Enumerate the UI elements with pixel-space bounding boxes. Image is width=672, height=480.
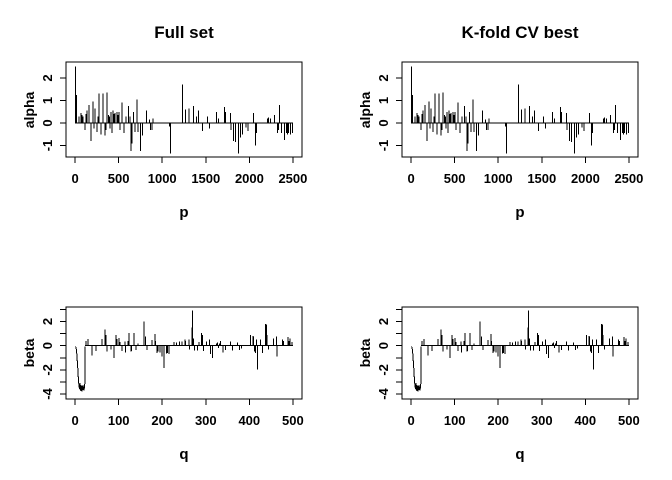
plot-title: K-fold CV best	[461, 23, 579, 42]
x-tick-label: 500	[618, 413, 640, 428]
x-tick-label: 200	[487, 413, 509, 428]
y-tick-label: 0	[40, 119, 55, 126]
y-tick-label: 2	[376, 318, 391, 325]
plot-area: 0 100 200 300 400 500 -4 -2 0 2	[40, 306, 304, 428]
plot-area: 0 500 1000 1500 2000 2500 -1 0 1 2	[40, 61, 307, 186]
plot-lines	[396, 61, 639, 163]
x-tick-label: 1500	[527, 171, 556, 186]
x-tick-label: 500	[282, 413, 304, 428]
x-tick-label: 0	[71, 171, 78, 186]
plot-area: 0 100 200 300 400 500 -4 -2 0 2	[376, 306, 640, 428]
y-tick-label: 2	[40, 74, 55, 81]
x-tick-label: 0	[407, 413, 414, 428]
x-tick-label: 400	[574, 413, 596, 428]
x-tick-label: 400	[238, 413, 260, 428]
y-tick-label: 2	[40, 318, 55, 325]
panel-kfold-cv-alpha: K-fold CV best alpha 0 500 1000 1500 2000 250…	[336, 0, 672, 240]
x-axis-label: q	[515, 446, 525, 463]
x-tick-label: 300	[195, 413, 217, 428]
y-tick-label: -2	[40, 364, 55, 376]
x-tick-label: 2500	[614, 171, 643, 186]
y-tick-label: -4	[376, 387, 391, 399]
y-tick-label: 0	[40, 342, 55, 349]
y-tick-label: -1	[376, 140, 391, 152]
y-tick-label: 1	[40, 97, 55, 104]
y-tick-label: -1	[40, 140, 55, 152]
y-tick-label: 0	[376, 342, 391, 349]
plot-text: 0 100 200 300 400 500 -4 -2 0 2	[40, 318, 304, 428]
panel-kfold-cv-beta: beta 0 100 200 300 400 500 -4 -2 0 2 q	[336, 240, 672, 480]
x-tick-label: 100	[108, 413, 130, 428]
x-tick-label: 200	[151, 413, 173, 428]
panel-full-set-alpha: Full set alpha 0 500 1000 1500 2000 2500 -1 0 1 2…	[0, 0, 336, 240]
x-tick-label: 0	[71, 413, 78, 428]
plot-lines	[60, 306, 303, 405]
plot-lines	[396, 306, 639, 405]
x-tick-label: 2000	[235, 171, 264, 186]
plot-title: Full set	[154, 23, 214, 42]
plot-text: 0 500 1000 1500 2000 2500 -1 0 1 2	[376, 74, 643, 186]
lead-path	[75, 346, 86, 392]
x-tick-label: 1500	[191, 171, 220, 186]
x-axis-label: q	[179, 446, 189, 463]
y-tick-label: 1	[376, 97, 391, 104]
x-tick-label: 2500	[278, 171, 307, 186]
x-tick-label: 500	[444, 171, 466, 186]
panel-full-set-beta: beta 0 100 200 300 400 500 -4 -2 0 2 q	[0, 240, 336, 480]
y-tick-label: 2	[376, 74, 391, 81]
x-tick-label: 100	[444, 413, 466, 428]
x-tick-label: 1000	[148, 171, 177, 186]
x-tick-label: 500	[108, 171, 130, 186]
lead-path	[411, 346, 422, 392]
plot-text: 0 500 1000 1500 2000 2500 -1 0 1 2	[40, 74, 307, 186]
y-tick-label: 0	[376, 119, 391, 126]
x-axis-label: p	[179, 204, 189, 221]
x-tick-label: 0	[407, 171, 414, 186]
y-tick-label: -2	[376, 364, 391, 376]
x-tick-label: 2000	[571, 171, 600, 186]
x-axis-label: p	[515, 204, 525, 221]
plot-lines	[60, 61, 303, 163]
x-tick-label: 300	[531, 413, 553, 428]
plot-area: 0 500 1000 1500 2000 2500 -1 0 1 2	[376, 61, 643, 186]
y-tick-label: -4	[40, 387, 55, 399]
plot-text: 0 100 200 300 400 500 -4 -2 0 2	[376, 318, 640, 428]
x-tick-label: 1000	[484, 171, 513, 186]
